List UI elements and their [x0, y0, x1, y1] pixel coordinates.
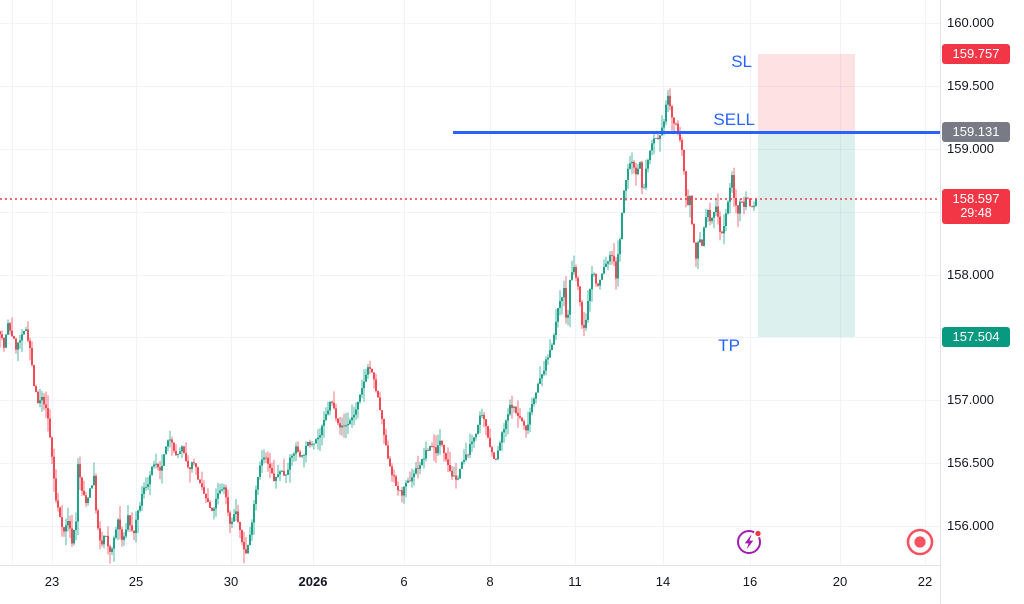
price-tick-label: 159.500: [947, 77, 994, 93]
stop-loss-price-value: 159.757: [952, 45, 1000, 61]
entry-price-line[interactable]: [453, 130, 940, 134]
take-profit-zone[interactable]: [758, 132, 855, 337]
take-profit-price-value: 157.504: [952, 328, 1000, 344]
stop-loss-label: SL: [731, 51, 752, 71]
time-tick-label: 16: [742, 574, 758, 589]
bar-countdown-timer: 29:48: [960, 206, 992, 221]
price-tick-label: 156.000: [947, 518, 994, 533]
candlestick-canvas[interactable]: [0, 0, 940, 565]
take-profit-label: TP: [718, 335, 740, 355]
time-tick-label: 23: [44, 574, 60, 589]
current-price-badge: 158.597 29:48: [942, 189, 1010, 225]
current-price-value: 158.597: [952, 191, 1000, 207]
time-axis[interactable]: 23 25 30 2026 6 8 11 14 16 20 22: [0, 565, 940, 604]
entry-price-value: 159.131: [952, 124, 1000, 140]
time-tick-label: 14: [655, 574, 671, 589]
time-tick-label: 8: [486, 574, 494, 589]
time-tick-label: 2026: [298, 574, 328, 589]
flash-alert-icon[interactable]: [734, 526, 768, 558]
chart-pane[interactable]: SL SELL TP: [0, 0, 940, 565]
price-axis[interactable]: 159.757 159.131 158.597 29:48 157.504 16…: [940, 0, 1024, 604]
stop-loss-price-badge[interactable]: 159.757: [942, 43, 1010, 64]
take-profit-price-badge[interactable]: 157.504: [942, 326, 1010, 347]
price-tick-label: 156.500: [947, 455, 994, 471]
time-tick-label: 30: [223, 574, 239, 589]
stop-loss-zone[interactable]: [758, 53, 855, 133]
time-tick-label: 20: [832, 574, 848, 589]
entry-sell-label: SELL: [713, 110, 755, 130]
time-tick-label: 22: [917, 574, 933, 589]
price-tick-label: 159.000: [947, 140, 994, 156]
time-tick-label: 11: [568, 574, 582, 589]
price-tick-label: 158.000: [947, 266, 994, 282]
price-tick-label: 157.000: [947, 392, 994, 408]
time-tick-label: 25: [128, 574, 144, 589]
entry-price-badge[interactable]: 159.131: [942, 122, 1010, 143]
time-tick-label: 6: [400, 574, 408, 589]
record-target-icon[interactable]: [905, 527, 935, 557]
price-tick-label: 160.000: [947, 15, 994, 30]
current-price-line: [0, 198, 940, 201]
